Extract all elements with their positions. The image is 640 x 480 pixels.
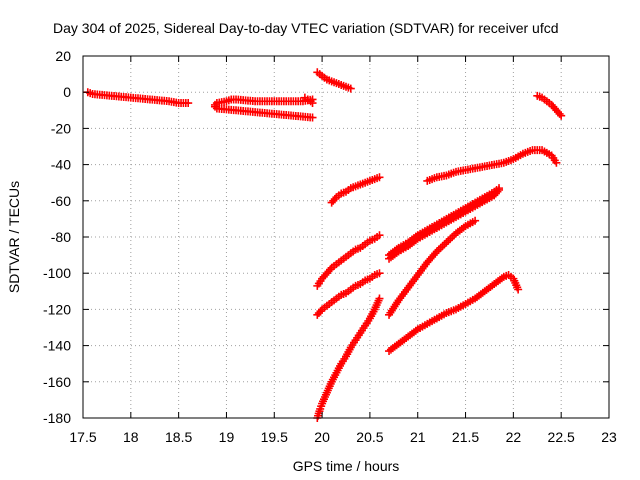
chart-title: Day 304 of 2025, Sidereal Day-to-day VTE… [53, 20, 559, 36]
series-13 [385, 184, 504, 260]
data-point [495, 184, 504, 193]
data-point [316, 307, 325, 316]
series-9 [313, 294, 384, 422]
x-tick-label: 20.5 [356, 429, 383, 445]
data-point [326, 265, 335, 274]
y-tick-label: 0 [63, 84, 71, 100]
y-tick-label: 20 [55, 48, 71, 64]
series-15 [385, 271, 523, 356]
y-tick-label: -100 [43, 265, 71, 281]
data-point [330, 194, 339, 203]
data-point [184, 99, 193, 108]
series-7 [313, 231, 384, 290]
y-axis-label: SDTVAR / TECUs [6, 181, 22, 293]
series-10 [423, 146, 561, 185]
data-points [83, 68, 566, 422]
data-point [308, 113, 317, 122]
series-14 [385, 216, 480, 319]
series-11 [533, 91, 566, 120]
data-point [555, 109, 564, 118]
series-5 [313, 68, 355, 93]
x-tick-label: 19.5 [261, 429, 288, 445]
x-tick-label: 18 [123, 429, 139, 445]
x-tick-label: 21.5 [452, 429, 479, 445]
y-tick-label: -120 [43, 301, 71, 317]
x-tick-label: 19 [219, 429, 235, 445]
data-point [375, 269, 384, 278]
x-tick-label: 17.5 [69, 429, 96, 445]
y-tick-label: -180 [43, 410, 71, 426]
x-tick-label: 22.5 [548, 429, 575, 445]
x-tick-label: 20 [314, 429, 330, 445]
series-4 [300, 93, 317, 108]
y-tick-label: -80 [51, 229, 71, 245]
x-axis-label: GPS time / hours [293, 458, 400, 474]
data-point [375, 231, 384, 240]
data-point [552, 158, 561, 167]
x-tick-label: 18.5 [165, 429, 192, 445]
y-tick-label: -20 [51, 120, 71, 136]
y-tick-label: -60 [51, 193, 71, 209]
y-tick-label: -160 [43, 374, 71, 390]
series-6 [327, 173, 384, 207]
y-tick-label: -140 [43, 338, 71, 354]
series-8 [313, 269, 384, 319]
data-point [471, 216, 480, 225]
data-point [431, 249, 440, 258]
data-point [346, 84, 355, 93]
axis-ticks: 17.5 18 18.5 19 19.5 20 20.5 21 21.5 22 22.5 23 20 0 -… [43, 48, 617, 445]
data-point [308, 99, 317, 108]
data-point [514, 285, 523, 294]
x-tick-label: 23 [601, 429, 617, 445]
x-tick-label: 22 [506, 429, 522, 445]
y-tick-label: -40 [51, 157, 71, 173]
data-point [375, 173, 384, 182]
x-tick-label: 21 [410, 429, 426, 445]
data-point [557, 111, 566, 120]
data-point [375, 294, 384, 303]
series-3 [210, 102, 317, 122]
